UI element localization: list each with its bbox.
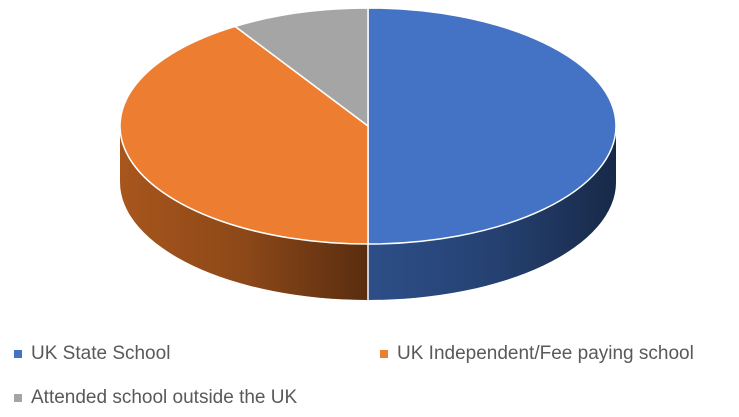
pie-side-uk-state-school xyxy=(368,126,616,300)
legend-label-uk-independent-school: UK Independent/Fee paying school xyxy=(397,343,694,364)
pie-side-shade-uk-independent-school xyxy=(120,126,368,300)
legend-swatch-uk-state-school xyxy=(14,350,22,358)
legend-label-outside-uk: Attended school outside the UK xyxy=(31,387,298,408)
pie-sides xyxy=(120,126,616,300)
legend-item-outside-uk: Attended school outside the UK xyxy=(14,387,297,409)
legend-swatch-uk-independent-school xyxy=(380,350,388,358)
pie-tops xyxy=(119,7,617,245)
legend-swatch-outside-uk xyxy=(14,394,22,402)
pie-slice-outside-uk xyxy=(234,7,369,127)
legend-item-uk-state-school: UK State School xyxy=(14,343,170,365)
legend-label-uk-state-school: UK State School xyxy=(31,343,171,364)
pie-side-shade-uk-state-school xyxy=(368,126,616,300)
pie-slice-uk-state-school xyxy=(367,7,617,245)
legend-item-uk-independent-school: UK Independent/Fee paying school xyxy=(380,343,694,365)
pie-slice-uk-independent-school xyxy=(119,25,369,245)
pie-side-uk-independent-school xyxy=(120,126,368,300)
